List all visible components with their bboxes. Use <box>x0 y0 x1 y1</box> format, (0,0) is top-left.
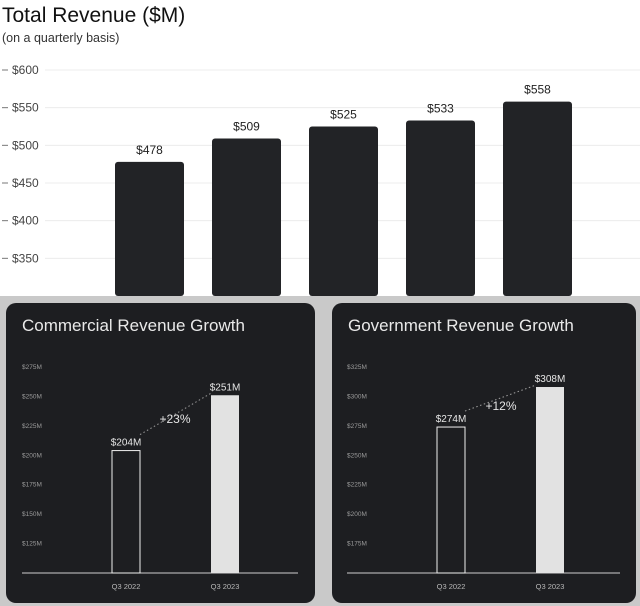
bar <box>536 387 564 573</box>
data-label: $204M <box>111 438 142 449</box>
y-tick-label: $175M <box>347 541 367 548</box>
y-tick-label: $250M <box>347 452 367 459</box>
data-label: $251M <box>210 382 241 393</box>
y-tick-label: $600 <box>12 63 39 77</box>
bar <box>115 161 184 296</box>
bar <box>211 395 239 573</box>
growth-connector <box>139 392 212 436</box>
growth-connector <box>464 384 537 412</box>
government-revenue-chart: $175M $200M $225M $250M $275M $300M $325M $274M… <box>347 364 620 591</box>
bar <box>406 120 475 297</box>
data-label: $308M <box>535 374 566 385</box>
growth-label: +12% <box>485 399 516 413</box>
data-label: $558 <box>524 83 551 97</box>
y-tick-label: $300M <box>347 393 367 400</box>
y-tick-label: $175M <box>22 482 42 489</box>
y-tick-label: $400 <box>12 214 39 228</box>
y-tick-label: $500 <box>12 138 39 152</box>
chart-title: Total Revenue ($M) <box>2 4 186 27</box>
data-label: $509 <box>233 120 260 134</box>
bar <box>503 101 572 296</box>
y-tick-label: $200M <box>22 452 42 459</box>
data-label: $525 <box>330 108 357 122</box>
government-panel-title: Government Revenue Growth <box>348 316 574 335</box>
government-revenue-panel: Government Revenue Growth $175M $200M $225… <box>332 303 636 603</box>
y-tick-label: $350 <box>12 251 39 265</box>
y-tick-label: $225M <box>22 423 42 430</box>
y-tick-label: $450 <box>12 176 39 190</box>
commercial-revenue-panel: Commercial Revenue Growth $125M $150M $175… <box>6 303 315 603</box>
y-tick-label: $150M <box>22 511 42 518</box>
x-tick-label: Q3 2023 <box>211 582 240 591</box>
bar <box>309 126 378 296</box>
commercial-revenue-chart: $125M $150M $175M $200M $225M $250M $275M $204M… <box>22 364 298 591</box>
bar <box>436 426 466 574</box>
bar <box>212 138 281 296</box>
data-label: $478 <box>136 143 163 157</box>
y-tick-label: $275M <box>347 423 367 430</box>
y-tick-label: $275M <box>22 364 42 371</box>
x-tick-label: Q3 2023 <box>536 582 565 591</box>
x-tick-label: Q3 2022 <box>112 582 141 591</box>
y-tick-label: $325M <box>347 364 367 371</box>
bar <box>111 450 141 574</box>
data-label: $274M <box>436 414 467 425</box>
chart-subtitle: (on a quarterly basis) <box>2 31 120 45</box>
total-revenue-chart: $350 $400 $450 $500 $550 $600 $478 $509 $525 $533… <box>2 63 640 297</box>
y-tick-label: $200M <box>347 511 367 518</box>
x-tick-label: Q3 2022 <box>437 582 466 591</box>
commercial-panel-title: Commercial Revenue Growth <box>22 316 245 335</box>
data-label: $533 <box>427 101 454 115</box>
y-tick-label: $550 <box>12 101 39 115</box>
growth-label: +23% <box>159 412 190 426</box>
y-tick-label: $250M <box>22 393 42 400</box>
y-tick-label: $225M <box>347 482 367 489</box>
y-tick-label: $125M <box>22 541 42 548</box>
